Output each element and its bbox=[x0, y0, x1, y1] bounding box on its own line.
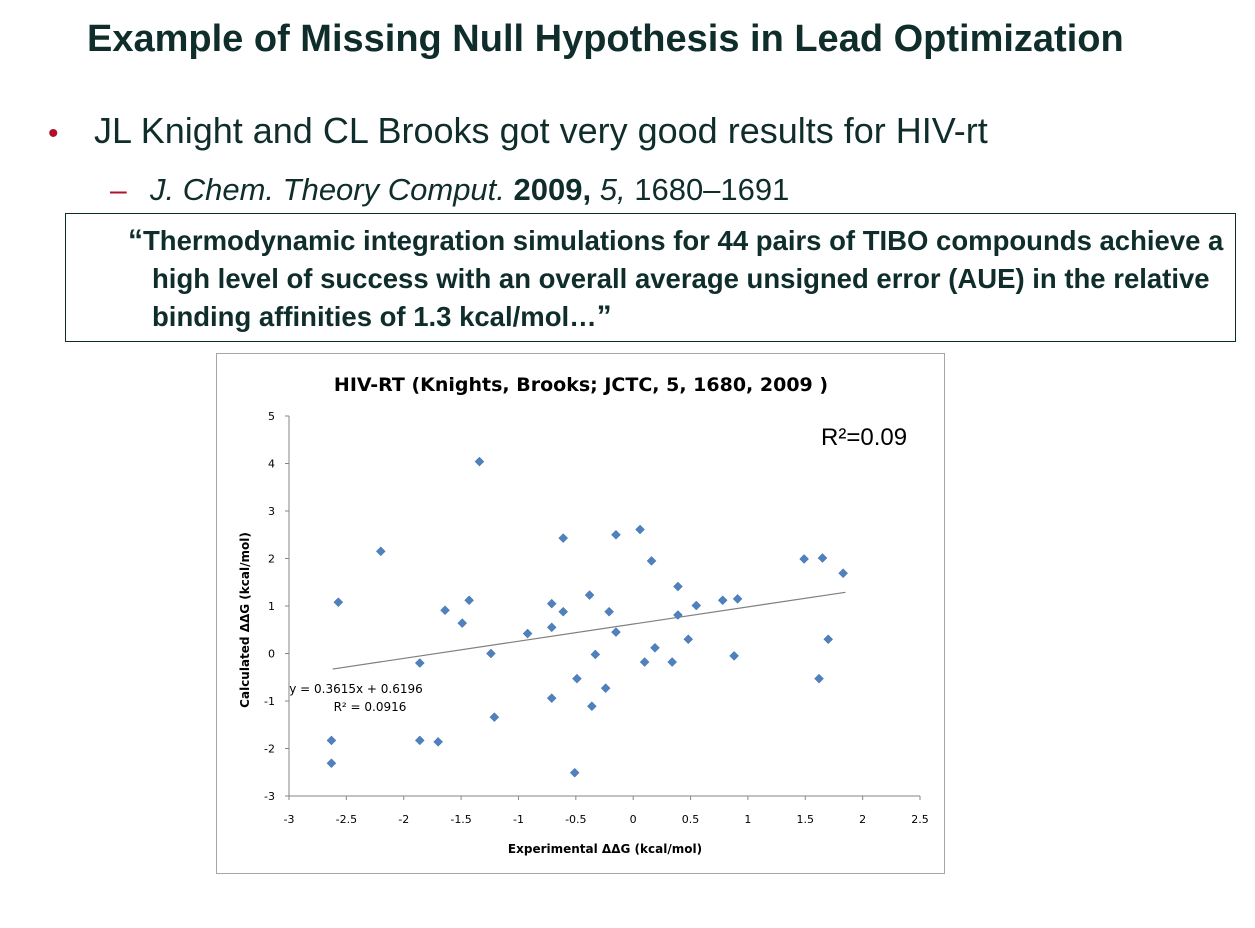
data-point bbox=[474, 456, 485, 467]
data-point bbox=[522, 628, 533, 639]
data-point bbox=[814, 673, 824, 684]
x-tick-label: -1 bbox=[513, 813, 524, 826]
data-point bbox=[600, 683, 611, 694]
y-tick-label: 3 bbox=[268, 505, 275, 518]
data-point bbox=[823, 634, 834, 645]
data-point bbox=[326, 735, 337, 746]
data-point bbox=[546, 693, 557, 704]
bullet-dot-icon: • bbox=[48, 117, 59, 150]
y-tick-label: -2 bbox=[264, 743, 275, 756]
data-point bbox=[584, 590, 595, 600]
y-tick-label: 5 bbox=[268, 410, 275, 423]
data-point bbox=[457, 618, 468, 628]
data-point bbox=[673, 610, 683, 620]
x-tick-label: -0.5 bbox=[565, 813, 586, 826]
chart-frame: HIV-RT (Knights, Brooks; JCTC, 5, 1680, … bbox=[216, 353, 945, 874]
quote-body: Thermodynamic integration simulations fo… bbox=[143, 225, 1224, 332]
data-point bbox=[817, 553, 828, 563]
y-axis-label: Calculated ΔΔG (kcal/mol) bbox=[238, 532, 252, 708]
citation-year: 2009, bbox=[513, 172, 592, 207]
data-point bbox=[414, 658, 425, 668]
chart-title: HIV-RT (Knights, Brooks; JCTC, 5, 1680, … bbox=[334, 374, 828, 396]
data-point bbox=[691, 600, 702, 611]
citation-text: J. Chem. Theory Comput. 2009, 5, 1680–16… bbox=[150, 172, 789, 208]
data-point bbox=[717, 595, 728, 606]
data-point bbox=[650, 642, 660, 653]
data-point bbox=[590, 649, 601, 660]
trendline-equation: y = 0.3615x + 0.6196 bbox=[289, 682, 423, 696]
data-point bbox=[375, 546, 386, 557]
x-axis-label: Experimental ΔΔG (kcal/mol) bbox=[508, 842, 702, 856]
dash-icon: – bbox=[110, 174, 127, 207]
data-point bbox=[486, 648, 496, 659]
citation-line: – J. Chem. Theory Comput. 2009, 5, 1680–… bbox=[110, 172, 789, 208]
trendline bbox=[332, 591, 846, 670]
data-point bbox=[646, 556, 657, 566]
data-point bbox=[333, 597, 344, 608]
scatter-chart: HIV-RT (Knights, Brooks; JCTC, 5, 1680, … bbox=[238, 374, 929, 856]
y-tick-label: 1 bbox=[268, 600, 275, 613]
r2-label: R²=0.09 bbox=[821, 424, 907, 451]
data-point bbox=[639, 657, 650, 667]
bullet-point: • JL Knight and CL Brooks got very good … bbox=[48, 110, 988, 152]
data-point bbox=[326, 758, 337, 769]
bullet-text: JL Knight and CL Brooks got very good re… bbox=[94, 110, 988, 151]
trendline-r2: R² = 0.0916 bbox=[334, 700, 407, 714]
data-point bbox=[799, 554, 809, 564]
data-point bbox=[572, 673, 582, 684]
data-point bbox=[489, 712, 500, 723]
x-tick-label: -2 bbox=[398, 813, 409, 826]
data-point bbox=[667, 657, 678, 667]
data-point bbox=[546, 598, 557, 609]
y-tick-label: 0 bbox=[268, 648, 275, 661]
quote-close-mark: ” bbox=[596, 300, 612, 333]
data-point bbox=[440, 605, 450, 616]
y-tick-label: 4 bbox=[268, 458, 275, 471]
data-point bbox=[569, 767, 580, 778]
data-point bbox=[464, 595, 474, 606]
slide-title: Example of Missing Null Hypothesis in Le… bbox=[87, 18, 1124, 60]
y-tick-label: -3 bbox=[264, 790, 275, 803]
data-point bbox=[587, 701, 597, 712]
data-point bbox=[729, 651, 739, 661]
quote-text: “Thermodynamic integration simulations f… bbox=[114, 222, 1255, 336]
citation-pages: 1680–1691 bbox=[634, 172, 790, 207]
x-tick-label: -3 bbox=[284, 813, 295, 826]
x-tick-label: 1.5 bbox=[797, 813, 815, 826]
data-points bbox=[326, 456, 848, 778]
citation-volume: 5, bbox=[599, 172, 626, 207]
data-point bbox=[673, 581, 683, 592]
data-point bbox=[732, 594, 743, 604]
x-tick-label: 2.5 bbox=[911, 813, 929, 826]
data-point bbox=[683, 634, 694, 645]
data-point bbox=[558, 533, 569, 543]
x-tick-label: 0.5 bbox=[682, 813, 700, 826]
data-point bbox=[433, 736, 443, 747]
y-tick-label: 2 bbox=[268, 553, 275, 566]
data-point bbox=[611, 627, 621, 637]
data-point bbox=[558, 606, 569, 617]
x-tick-label: -2.5 bbox=[336, 813, 357, 826]
quote-box: “Thermodynamic integration simulations f… bbox=[65, 213, 1236, 342]
x-tick-label: 1 bbox=[744, 813, 751, 826]
x-tick-label: 2 bbox=[859, 813, 866, 826]
citation-journal: J. Chem. Theory Comput. bbox=[150, 172, 505, 207]
data-point bbox=[546, 622, 557, 633]
data-point bbox=[611, 529, 621, 540]
data-point bbox=[838, 568, 848, 579]
axes: -3 -2.5 -2 -1.5 -1 -0.5 0 0.5 1 1.5 2 2.5 5 4 3 2 1 0 -1 -2… bbox=[264, 410, 929, 826]
quote-open-mark: “ bbox=[128, 224, 143, 257]
trendline-line bbox=[332, 591, 846, 670]
x-tick-label: 0 bbox=[630, 813, 637, 826]
data-point bbox=[604, 606, 614, 617]
data-point bbox=[635, 524, 645, 535]
data-point bbox=[414, 735, 425, 746]
x-tick-label: -1.5 bbox=[450, 813, 471, 826]
y-tick-label: -1 bbox=[264, 695, 275, 708]
